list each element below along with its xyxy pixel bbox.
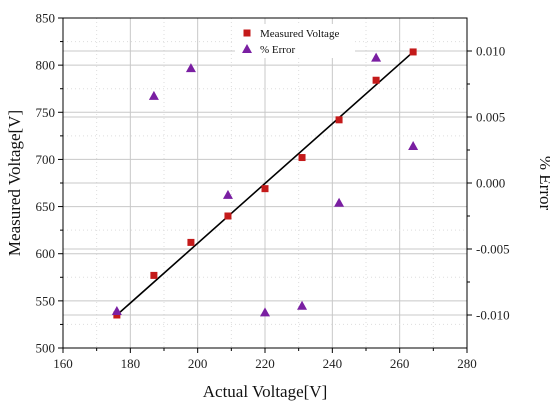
percent-error-point xyxy=(185,63,196,73)
x-axis-ticks: 160 180 200 220 240 260 280 xyxy=(53,348,477,371)
x-tick-label: 220 xyxy=(255,356,275,371)
x-tick-label: 260 xyxy=(390,356,410,371)
percent-error-point xyxy=(297,300,308,310)
percent-error-point xyxy=(408,141,419,151)
y2-tick-label: 0.005 xyxy=(476,110,505,125)
y-tick-label: 500 xyxy=(36,341,56,356)
legend-marker xyxy=(242,44,252,53)
measured-voltage-point xyxy=(187,238,195,246)
x-axis-title: Actual Voltage[V] xyxy=(203,382,327,401)
y-tick-label: 600 xyxy=(36,246,56,261)
y-axis-ticks: 500 550 600 650 700 750 800 850 xyxy=(36,11,63,356)
measured-voltage-point xyxy=(372,76,380,84)
x-tick-label: 180 xyxy=(121,356,141,371)
y-tick-label: 800 xyxy=(36,58,56,73)
x-tick-label: 200 xyxy=(188,356,208,371)
x-tick-label: 280 xyxy=(457,356,477,371)
legend: Measured Voltage % Error xyxy=(235,24,355,58)
y2-tick-label: -0.005 xyxy=(476,242,510,257)
y2-axis-ticks: -0.010 -0.005 0.000 0.005 0.010 xyxy=(467,44,510,323)
measured-voltage-point xyxy=(261,185,269,193)
percent-error-point xyxy=(148,90,159,100)
y2-axis-title: % Error xyxy=(536,156,550,211)
y-tick-label: 700 xyxy=(36,152,56,167)
y-tick-label: 550 xyxy=(36,293,56,308)
legend-label: Measured Voltage xyxy=(260,28,339,40)
legend-marker xyxy=(243,29,251,37)
measured-voltage-point xyxy=(150,271,158,279)
fit-line-group xyxy=(116,51,414,316)
measured-voltage-point xyxy=(409,48,417,56)
y2-tick-label: 0.010 xyxy=(476,44,505,59)
percent-error-point xyxy=(260,307,270,317)
measured-voltage-point xyxy=(224,212,232,220)
legend-box xyxy=(235,24,355,58)
legend-label: % Error xyxy=(260,44,295,56)
y-axis-title: Measured Voltage[V] xyxy=(5,110,24,256)
y-tick-label: 750 xyxy=(36,105,56,120)
percent-error-point xyxy=(334,197,345,207)
percent-error-point xyxy=(111,306,122,316)
y-tick-label: 850 xyxy=(36,11,56,26)
y2-tick-label: 0.000 xyxy=(476,176,505,191)
data-marks xyxy=(111,48,419,319)
y2-tick-label: -0.010 xyxy=(476,308,510,323)
x-tick-label: 240 xyxy=(323,356,343,371)
measured-voltage-point xyxy=(335,116,343,124)
fit-line xyxy=(116,51,414,316)
percent-error-point xyxy=(222,189,233,199)
x-tick-label: 160 xyxy=(53,356,73,371)
y-tick-label: 650 xyxy=(36,199,56,214)
measured-voltage-point xyxy=(298,154,306,162)
percent-error-point xyxy=(371,52,382,62)
